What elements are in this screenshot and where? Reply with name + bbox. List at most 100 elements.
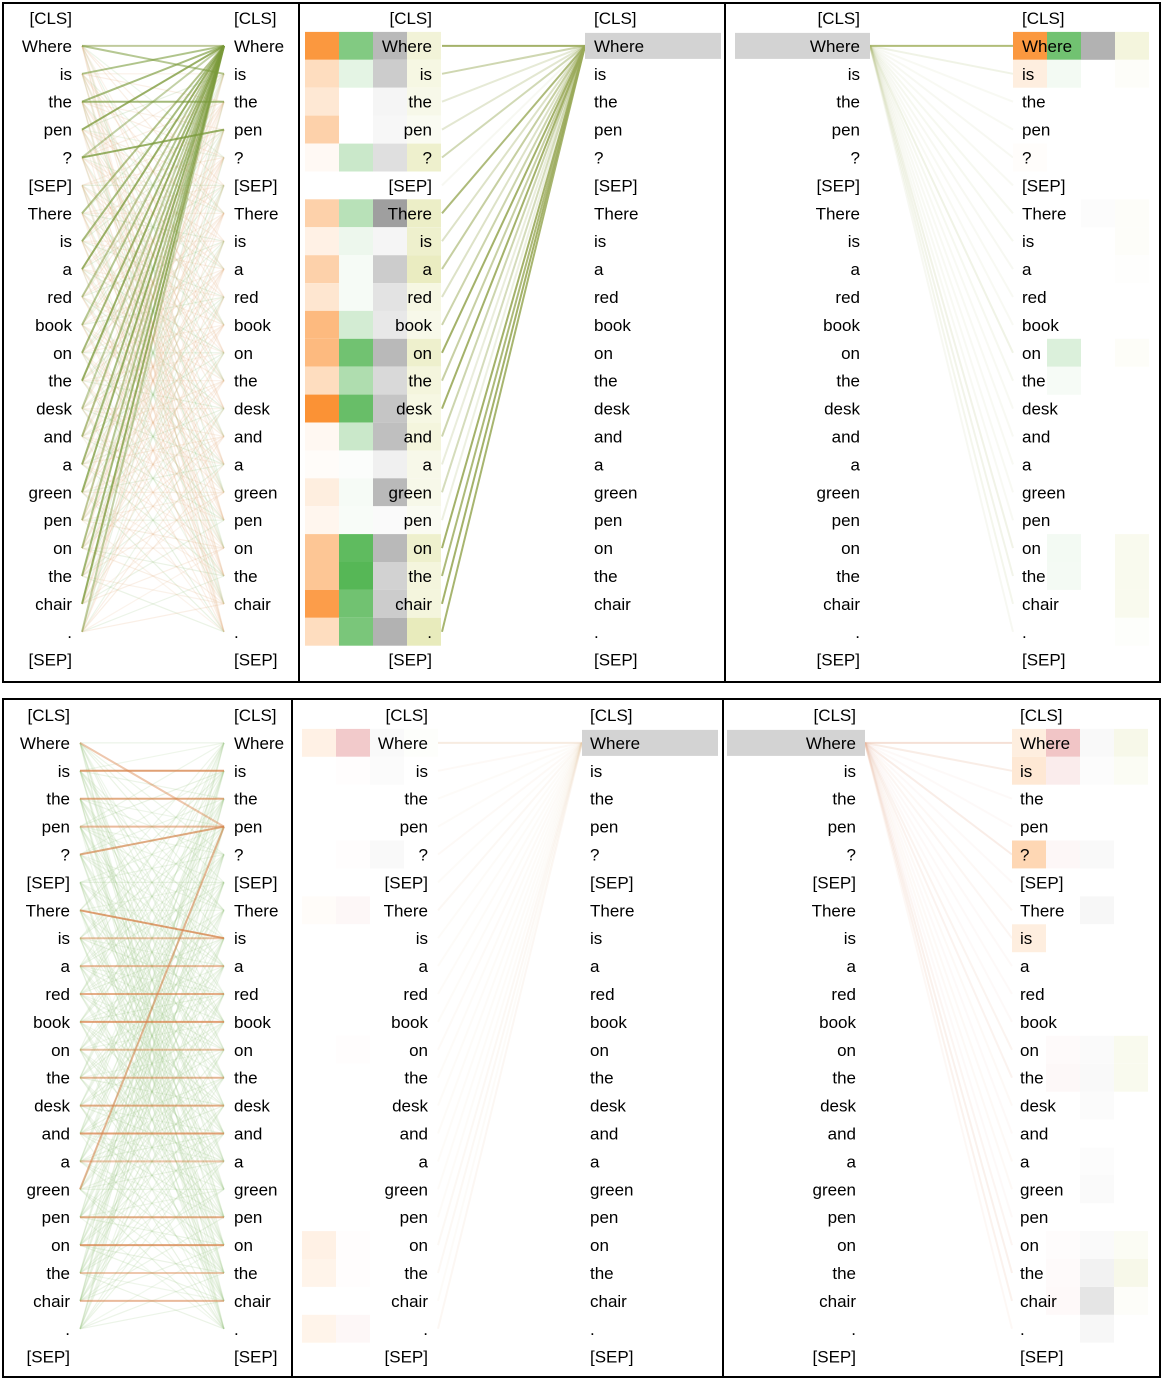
token-top-left-all-attention-left-14: desk — [36, 400, 72, 419]
token-bottom-middle-query-attention-right-11: book — [590, 1013, 627, 1032]
edge-faint-top-left-all-attention-13-2 — [81, 73, 225, 381]
edge-faint-bottom-left-all-attention-3-20 — [79, 798, 225, 1274]
token-bottom-middle-query-attention-left-22: . — [423, 1320, 428, 1339]
fan-edge-bottom-middle-query-attention-12 — [437, 742, 583, 1051]
edge-faint-bottom-left-all-attention-17-20 — [79, 1188, 225, 1274]
token-top-middle-query-attention-right-2: is — [594, 65, 606, 84]
edge-faint-bottom-left-all-attention-19-4 — [79, 826, 225, 1246]
fan-edge-top-middle-query-attention-22 — [441, 45, 586, 633]
fan-edge-top-right-query-attention-2 — [869, 44, 1014, 75]
fan-edge-top-right-query-attention-13 — [869, 45, 1014, 382]
token-top-left-all-attention-right-18: pen — [234, 511, 262, 530]
edge-faint-top-left-all-attention-13-20 — [81, 380, 225, 577]
heat-cell-top-right-query-attention-20-3 — [1115, 562, 1149, 590]
edge-faint-top-left-all-attention-15-16 — [81, 435, 225, 465]
edge-faint-top-left-all-attention-20-17 — [81, 491, 225, 577]
edge-faint-bottom-left-all-attention-1-10 — [79, 742, 225, 995]
edge-faint-top-left-all-attention-20-10 — [81, 296, 225, 577]
heat-cell-top-middle-query-attention-13-3 — [407, 366, 441, 395]
edge-faint-top-left-all-attention-17-9 — [81, 268, 225, 493]
token-top-middle-query-attention-left-4: pen — [404, 121, 432, 140]
token-top-right-query-attention-right-5: ? — [1022, 149, 1031, 168]
token-top-middle-query-attention-left-10: red — [407, 288, 432, 307]
token-top-left-all-attention-right-16: a — [234, 455, 244, 474]
edge-faint-top-left-all-attention-3-16 — [81, 101, 225, 465]
edge-faint-bottom-left-all-attention-1-6 — [79, 742, 225, 883]
edge-faint-top-left-all-attention-8-20 — [81, 240, 225, 577]
token-bottom-middle-query-attention-left-9: a — [419, 957, 429, 976]
edge-faint-bottom-left-all-attention-19-15 — [79, 1133, 225, 1246]
fan-edge-bottom-right-query-attention-3 — [864, 741, 1013, 800]
token-bottom-middle-query-attention-right-15: and — [590, 1125, 618, 1144]
edge-faint-bottom-left-all-attention-16-13 — [79, 1077, 225, 1162]
edge-faint-top-left-all-attention-14-5 — [81, 157, 225, 409]
query-highlight-top-right-query-attention — [735, 32, 870, 59]
heat-cell-top-middle-query-attention-2-2 — [373, 59, 407, 88]
edge-faint-top-left-all-attention-21-17 — [81, 491, 225, 605]
edge-faint-top-left-all-attention-18-13 — [81, 380, 225, 521]
edge-faint-bottom-left-all-attention-10-17 — [79, 993, 225, 1190]
edge-faint-bottom-left-all-attention-6-4 — [79, 826, 225, 883]
heat-cell-top-middle-query-attention-17-1 — [339, 478, 373, 507]
token-bottom-left-all-attention-right-19: on — [234, 1236, 253, 1255]
edge-faint-bottom-left-all-attention-8-15 — [79, 937, 225, 1134]
edge-faint-top-left-all-attention-12-18 — [81, 352, 225, 521]
fan-edge-bottom-middle-query-attention-5 — [437, 742, 583, 856]
edge-faint-bottom-left-all-attention-9-5 — [79, 854, 225, 967]
edge-faint-top-left-all-attention-9-17 — [81, 268, 225, 493]
heat-cell-bottom-right-query-attention-1-2 — [1080, 728, 1114, 757]
token-bottom-middle-query-attention-left-18: pen — [400, 1208, 428, 1227]
token-bottom-middle-query-attention-left-4: pen — [400, 818, 428, 837]
fan-edge-bottom-middle-query-attention-9 — [437, 742, 583, 967]
heat-cell-bottom-right-query-attention-1-0 — [1012, 728, 1046, 757]
edge-faint-bottom-left-all-attention-16-3 — [79, 798, 225, 1162]
heat-cell-top-middle-query-attention-16-1 — [339, 450, 373, 479]
heat-cell-top-middle-query-attention-1-0 — [305, 31, 339, 60]
token-top-right-query-attention-right-14: desk — [1022, 400, 1058, 419]
edge-faint-top-left-all-attention-20-15 — [81, 436, 225, 577]
edge-faint-bottom-left-all-attention-14-9 — [79, 965, 225, 1107]
edge-faint-top-left-all-attention-4-11 — [81, 129, 225, 326]
fan-edge-top-middle-query-attention-21 — [441, 45, 586, 605]
heat-cell-top-middle-query-attention-3-0 — [305, 87, 339, 116]
token-top-right-query-attention-right-18: pen — [1022, 511, 1050, 530]
edge-faint-bottom-left-all-attention-20-11 — [79, 1021, 225, 1274]
edge-faint-bottom-left-all-attention-8-9 — [79, 937, 225, 967]
token-top-left-all-attention-left-19: on — [53, 539, 72, 558]
heat-cell-top-middle-query-attention-15-3 — [407, 422, 441, 451]
edge-faint-top-left-all-attention-20-21 — [81, 575, 225, 605]
heat-cell-top-middle-query-attention-22-1 — [339, 617, 373, 646]
token-top-middle-query-attention-right-3: the — [594, 93, 618, 112]
heat-cell-bottom-right-query-attention-2-1 — [1046, 756, 1080, 785]
edge-faint-bottom-left-all-attention-15-22 — [79, 1133, 225, 1330]
token-top-middle-query-attention-left-21: chair — [395, 595, 432, 614]
edge-faint-top-left-all-attention-7-8 — [81, 212, 225, 242]
token-bottom-left-all-attention-right-9: a — [234, 957, 244, 976]
token-top-middle-query-attention-right-23: [SEP] — [594, 651, 637, 670]
fan-edge-bottom-middle-query-attention-21 — [437, 742, 583, 1302]
panel-frame-top — [2, 2, 1161, 683]
token-bottom-middle-query-attention-right-2: is — [590, 762, 602, 781]
token-top-right-query-attention-left-12: on — [841, 344, 860, 363]
edge-faint-bottom-left-all-attention-3-4 — [79, 798, 225, 828]
edge-faint-top-left-all-attention-18-17 — [81, 491, 225, 521]
edge-faint-bottom-left-all-attention-15-12 — [79, 1049, 225, 1135]
heat-cell-top-middle-query-attention-8-1 — [339, 227, 373, 256]
token-bottom-middle-query-attention-right-21: chair — [590, 1292, 627, 1311]
edge-faint-bottom-left-all-attention-18-11 — [79, 1021, 225, 1218]
fan-edge-bottom-middle-query-attention-2 — [437, 741, 583, 772]
edge-faint-top-left-all-attention-7-12 — [81, 212, 225, 354]
heat-cell-top-middle-query-attention-14-0 — [305, 394, 339, 423]
heat-cell-bottom-right-query-attention-16-2 — [1080, 1147, 1114, 1176]
edge-faint-bottom-left-all-attention-4-12 — [79, 826, 225, 1051]
edge-faint-top-left-all-attention-15-12 — [81, 352, 225, 438]
token-bottom-right-query-attention-left-16: a — [847, 1152, 857, 1171]
token-bottom-middle-query-attention-right-0: [CLS] — [590, 706, 633, 725]
edge-faint-bottom-left-all-attention-7-22 — [79, 910, 225, 1329]
token-top-right-query-attention-right-7: There — [1022, 204, 1066, 223]
token-bottom-right-query-attention-left-7: There — [812, 901, 856, 920]
token-top-left-all-attention-left-15: and — [44, 428, 72, 447]
token-bottom-middle-query-attention-right-22: . — [590, 1320, 595, 1339]
token-top-left-all-attention-right-15: and — [234, 428, 262, 447]
heat-cell-top-middle-query-attention-1-2 — [373, 31, 407, 60]
